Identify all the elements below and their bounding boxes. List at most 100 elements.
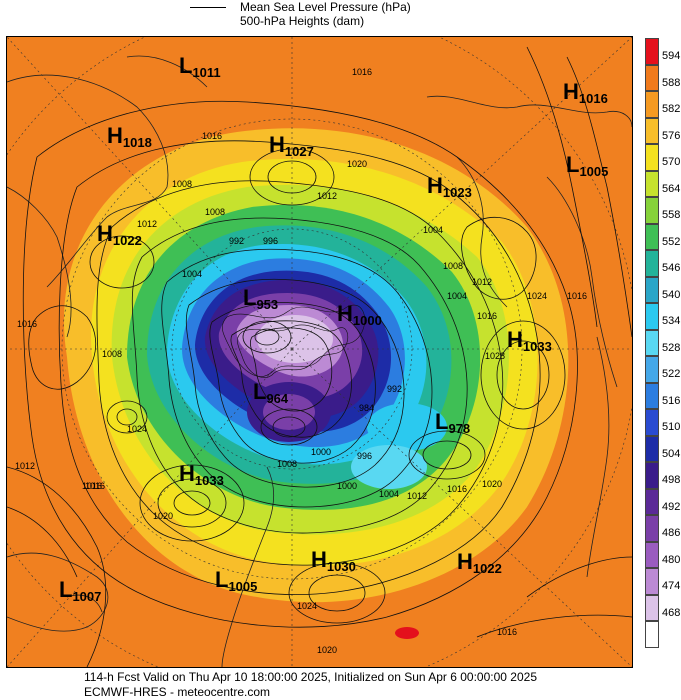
pressure-center-high: H1033 (179, 461, 224, 488)
colorbar-tick-label: 570 (662, 156, 681, 169)
legend-label-mslp: Mean Sea Level Pressure (hPa) (240, 0, 411, 14)
legend-item-mslp: Mean Sea Level Pressure (hPa) (190, 0, 411, 14)
isobar-label: 1004 (447, 291, 467, 301)
isobar-label: 1004 (379, 489, 399, 499)
colorbar-cell (645, 409, 659, 436)
isobar-label: 992 (229, 236, 244, 246)
isobar-label: 996 (263, 236, 278, 246)
isobar-label: 1016 (82, 481, 102, 491)
colorbar-cell (645, 276, 659, 303)
pressure-center-low: L1011 (179, 53, 221, 80)
pressure-center-high: H1000 (337, 301, 382, 328)
isobar-label: 1008 (205, 207, 225, 217)
isobar-label: 984 (359, 403, 374, 413)
isobar-label: 1008 (172, 179, 192, 189)
graticule (7, 37, 632, 667)
isobar-label: 1020 (317, 645, 337, 655)
legend-item-heights: 500-hPa Heights (dam) (190, 14, 364, 28)
isobar-label: 1016 (497, 627, 517, 637)
isobar-label: 1016 (477, 311, 497, 321)
isobar-label: 1008 (443, 261, 463, 271)
colorbar-tick-label: 504 (662, 447, 681, 460)
isobar-label: 1000 (311, 447, 331, 457)
isobar-label: 1020 (347, 159, 367, 169)
colorbar-tick-label: 588 (662, 76, 681, 89)
colorbar-tick-label: 516 (662, 394, 681, 407)
pressure-center-low: L1005 (215, 567, 257, 594)
pressure-center-low: L964 (253, 379, 289, 406)
colorbar-cell (645, 488, 659, 515)
model-source-text: ECMWF-HRES - meteocentre.com (84, 685, 271, 699)
colorbar-tick-label: 558 (662, 209, 681, 222)
pressure-center-high: H1030 (311, 547, 356, 574)
pressure-center-high: H1023 (427, 173, 472, 200)
isobar-label: 992 (387, 384, 402, 394)
colorbar-cell (645, 170, 659, 197)
coastlines (7, 55, 632, 667)
isobar-label: 1024 (527, 291, 547, 301)
colorbar-tick-label: 534 (662, 315, 681, 328)
colorbar-cell (645, 621, 659, 648)
colorbar-cell (645, 329, 659, 356)
map-svg: 1016 1016 1016 1020 1012 1008 1012 1004 … (7, 37, 632, 667)
isobar-label: 1012 (407, 491, 427, 501)
colorbar-tick-label: 546 (662, 262, 681, 275)
colorbar-tick-label: 582 (662, 103, 681, 116)
pressure-center-high: H1018 (107, 123, 152, 150)
colorbar-tick-label: 480 (662, 553, 681, 566)
colorbar-tick-label: 474 (662, 580, 681, 593)
colorbar-tick-label: 528 (662, 341, 681, 354)
forecast-valid-text: 114-h Fcst Valid on Thu Apr 10 18:00:00 … (84, 670, 537, 684)
isobar-label: 1016 (85, 481, 105, 491)
colorbar-cell (645, 197, 659, 224)
isobar-line-swatch (190, 6, 226, 8)
forecast-map: 1016 1016 1016 1020 1012 1008 1012 1004 … (6, 36, 633, 668)
isobar-label: 1020 (482, 479, 502, 489)
colorbar-tick-label: 552 (662, 235, 681, 248)
isobar-label: 1028 (485, 351, 505, 361)
isobar-label: 1016 (352, 67, 372, 77)
isobar-label: 1024 (297, 601, 317, 611)
isobar-label: 1004 (182, 269, 202, 279)
colorbar-tick-label: 492 (662, 500, 681, 513)
map-legend: Mean Sea Level Pressure (hPa) 500-hPa He… (190, 0, 490, 28)
pressure-center-high: H1016 (563, 79, 608, 106)
colorbar-tick-label: 468 (662, 606, 681, 619)
isobar-label: 1012 (137, 219, 157, 229)
isobar-label: 1016 (17, 319, 37, 329)
colorbar-tick-label: 540 (662, 288, 681, 301)
isobar-label: 1016 (202, 131, 222, 141)
pressure-center-low: L953 (243, 285, 278, 312)
colorbar-cell (645, 144, 659, 171)
isobar-label: 1008 (277, 459, 297, 469)
colorbar-tick-label: 594 (662, 50, 681, 63)
isobar-label: 996 (357, 451, 372, 461)
colorbar-cell (645, 594, 659, 621)
colorbar-cell (645, 250, 659, 277)
legend-label-heights: 500-hPa Heights (dam) (240, 14, 365, 28)
isobar-label: 1012 (15, 461, 35, 471)
colorbar-tick-label: 522 (662, 368, 681, 381)
isobar-label: 1008 (102, 349, 122, 359)
colorbar-cell (645, 515, 659, 542)
isobar-label: 1000 (337, 481, 357, 491)
pressure-center-high: H1022 (97, 221, 142, 248)
isobar-label: 1016 (447, 484, 467, 494)
isobar-label: 1020 (153, 511, 173, 521)
isobar-label: 1012 (472, 277, 492, 287)
pressure-center-low: L978 (435, 409, 470, 436)
colorbar-cell (645, 303, 659, 330)
isobar-label: 1016 (567, 291, 587, 301)
colorbar-cell (645, 541, 659, 568)
isobar-label: 1012 (317, 191, 337, 201)
colorbar-cell (645, 435, 659, 462)
colorbar-cell (645, 38, 659, 65)
isobars (7, 46, 632, 667)
pressure-center-low: L1005 (566, 152, 608, 179)
colorbar-tick-label: 486 (662, 527, 681, 540)
colorbar-cell (645, 356, 659, 383)
isobar-label: 1024 (127, 424, 147, 434)
colorbar-tick-label: 498 (662, 474, 681, 487)
isobar-label: 1004 (423, 225, 443, 235)
pressure-centers: L1011 H1018 H1027 H1023 H1016 L1005 H102… (59, 53, 608, 604)
